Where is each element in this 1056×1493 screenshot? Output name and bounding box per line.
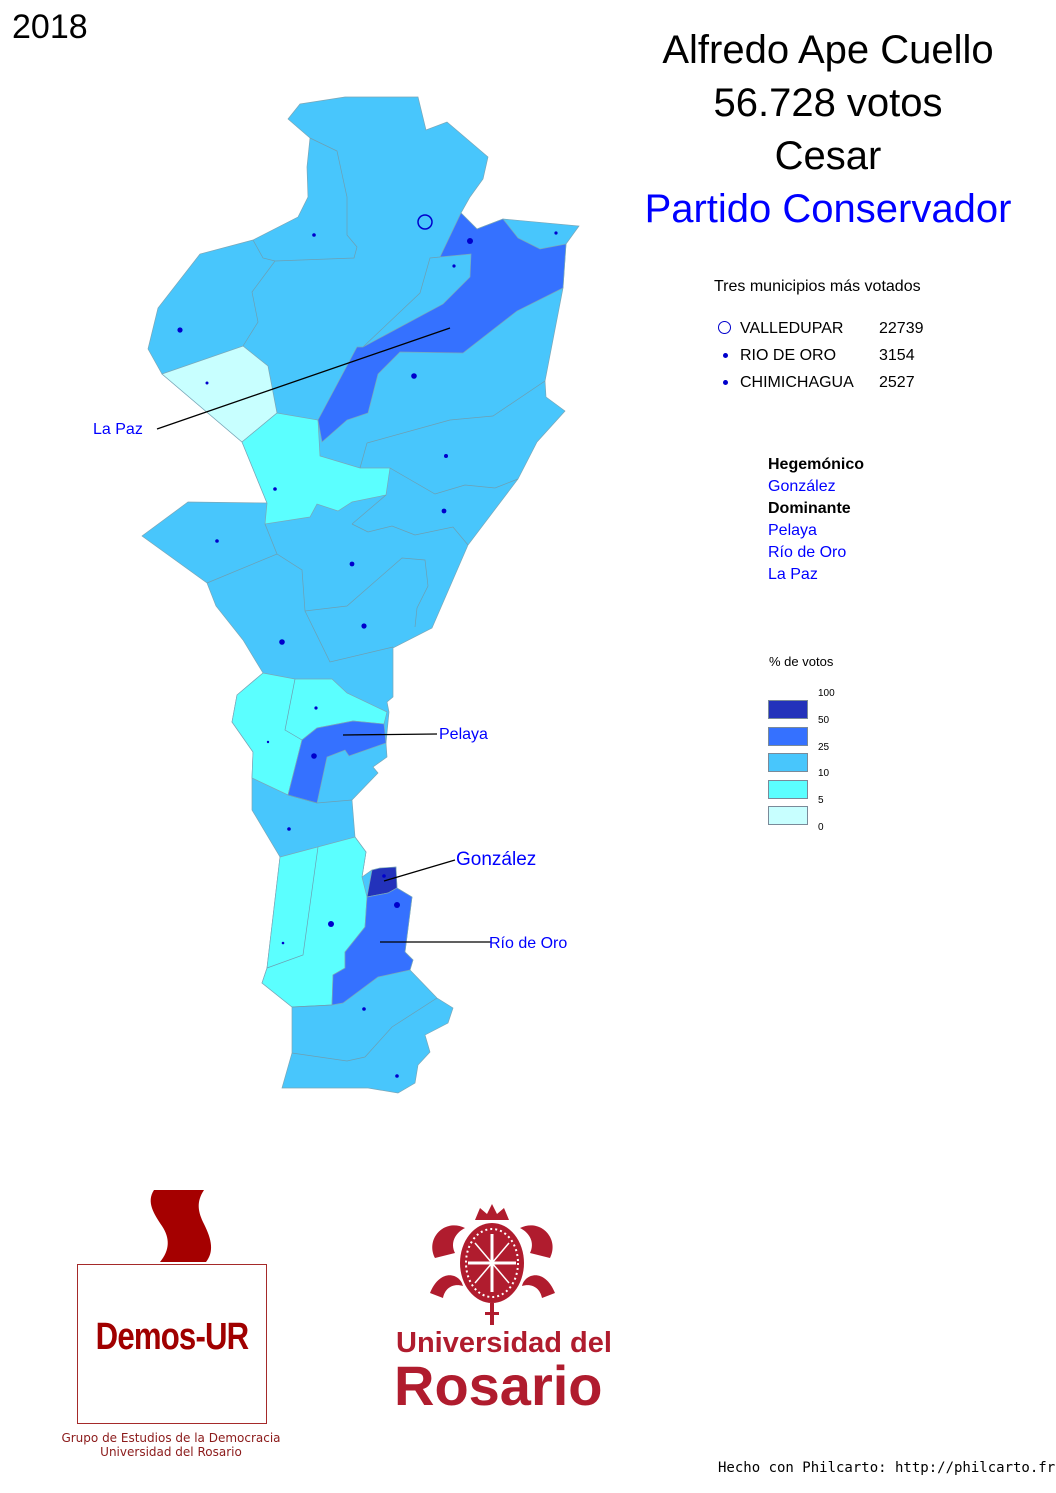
- rio-de-oro-marker: [394, 902, 400, 908]
- municipality-dot: [266, 740, 270, 744]
- municipality-dot: [314, 706, 318, 710]
- municipal-boundaries: [206, 137, 546, 1062]
- region-cyan-north: [241, 412, 391, 525]
- municipality-dot: [312, 233, 316, 237]
- legend-swatch: [768, 700, 808, 719]
- vote-total: 56.728 votos: [713, 81, 943, 125]
- legend-break: 0: [818, 822, 824, 833]
- demos-box: [77, 1264, 267, 1424]
- municipality-dot: [382, 874, 386, 878]
- candidate-name: Alfredo Ape Cuello: [662, 28, 994, 72]
- municipality-dot: [349, 561, 355, 567]
- rosario-crest-icon: [430, 1204, 555, 1325]
- municipality-dot: [452, 264, 456, 268]
- region-rio-de-oro: [331, 887, 414, 1006]
- demos-caption-line-1: Grupo de Estudios de la Democracia: [61, 1431, 281, 1445]
- rosario-logo-line-2: Rosario: [394, 1354, 603, 1417]
- demos-flag-icon: [150, 1190, 212, 1262]
- municipality-dot: [467, 238, 473, 244]
- municipality-dot: [395, 1074, 399, 1078]
- municipality-markers: [177, 214, 558, 1078]
- legend-swatch: [768, 806, 808, 825]
- legend-swatch: [768, 780, 808, 799]
- map-label-rio-de-oro: Río de Oro: [489, 935, 568, 952]
- municipality-dot: [311, 753, 317, 759]
- top-municipality-name: VALLEDUPAR: [740, 320, 844, 337]
- year-label: 2018: [12, 8, 88, 46]
- department-name: Cesar: [774, 134, 882, 178]
- dot-marker-icon: [723, 380, 728, 385]
- legend-title: % de votos: [769, 654, 834, 669]
- top-municipality-name: CHIMICHAGUA: [740, 374, 854, 391]
- circle-marker-icon: [718, 321, 731, 334]
- dot-marker-icon: [723, 353, 728, 358]
- hegemonic-item: González: [768, 478, 836, 495]
- municipality-dot: [205, 381, 209, 385]
- region-pelaya: [287, 720, 387, 804]
- dominant-heading: Dominante: [768, 500, 851, 517]
- legend-break: 10: [818, 768, 830, 779]
- party-name: Partido Conservador: [644, 187, 1012, 231]
- valledupar-marker: [417, 214, 433, 230]
- municipality-dot: [361, 623, 367, 629]
- dominant-item: La Paz: [768, 566, 818, 583]
- legend-break: 5: [818, 795, 824, 806]
- municipality-dot: [177, 327, 183, 333]
- rosario-logo-line-1: Universidad del: [396, 1327, 612, 1359]
- top-municipality-value: 2527: [879, 374, 915, 391]
- municipality-dot: [328, 921, 334, 927]
- demos-caption-line-2: Universidad del Rosario: [100, 1445, 242, 1459]
- map-label-la-paz: La Paz: [93, 421, 143, 438]
- top-municipalities-title: Tres municipios más votados: [714, 278, 921, 295]
- legend-swatch: [768, 753, 808, 772]
- legend-break: 25: [818, 742, 830, 753]
- legend-break: 100: [818, 688, 835, 699]
- hegemonic-heading: Hegemónico: [768, 456, 865, 473]
- dominant-item: Río de Oro: [768, 544, 847, 561]
- map-label-pelaya: Pelaya: [439, 726, 488, 743]
- region-corridor-north: [317, 212, 567, 443]
- municipality-dot: [279, 639, 285, 645]
- demos-logo-text: Demos-UR: [95, 1316, 250, 1358]
- municipality-dot: [215, 539, 219, 543]
- municipality-dot: [273, 487, 277, 491]
- pelaya-leader-line: [342, 733, 438, 736]
- top-municipality-name: RIO DE ORO: [740, 347, 837, 364]
- footer-credit: Hecho con Philcarto: http://philcarto.fr…: [718, 1460, 1056, 1476]
- top-municipality-value: 3154: [879, 347, 915, 364]
- municipality-dot: [411, 373, 417, 379]
- dominant-item: Pelaya: [768, 522, 817, 539]
- legend-swatch: [768, 727, 808, 746]
- municipality-dot: [554, 231, 558, 235]
- municipality-dot: [287, 827, 291, 831]
- municipality-dot: [441, 508, 447, 514]
- la-paz-leader-line: [156, 327, 451, 430]
- gonzalez-leader-line: [383, 859, 456, 882]
- top-municipality-value: 22739: [879, 320, 924, 337]
- municipality-dot: [281, 941, 285, 945]
- map-label-gonzalez: González: [456, 849, 537, 870]
- legend-break: 50: [818, 715, 830, 726]
- municipality-dot: [362, 1007, 366, 1011]
- cesar-municipality-map: [141, 96, 580, 1094]
- municipality-dot: [444, 454, 448, 458]
